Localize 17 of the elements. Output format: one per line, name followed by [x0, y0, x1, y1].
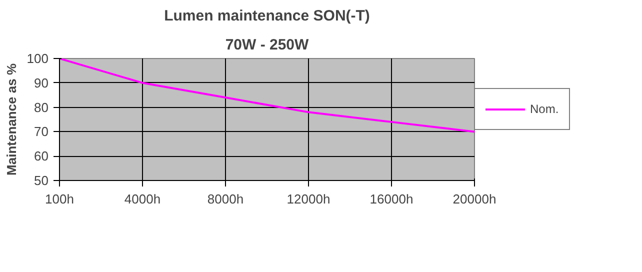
y-tick-label: 90 [34, 75, 49, 90]
line-series [60, 58, 474, 133]
y-tick-label: 60 [34, 148, 49, 164]
x-tick-label: 100h [45, 192, 74, 206]
y-axis-title: Maintenance as % [4, 63, 19, 176]
x-tick-label: 12000h [286, 192, 330, 206]
chart-subtitle: 70W - 250W [225, 36, 310, 54]
chart-title: Lumen maintenance SON(-T) [164, 8, 370, 24]
x-tick-label: 8000h [207, 192, 244, 206]
x-tick-label: 4000h [124, 192, 161, 206]
y-tick-label: 100 [26, 51, 49, 66]
x-tick-label: 20000h [452, 192, 496, 206]
y-tick-label: 50 [34, 173, 49, 188]
y-tick-label: 80 [34, 100, 49, 115]
y-tick-label: 70 [34, 124, 49, 140]
x-tick-label: 16000h [370, 192, 414, 206]
legend-label: Nom. [530, 102, 559, 116]
